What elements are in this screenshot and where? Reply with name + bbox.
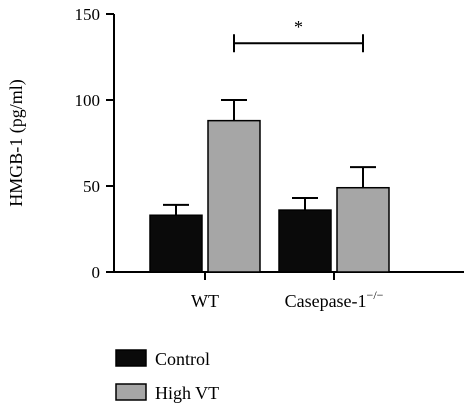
bar [278,209,332,273]
y-ticks [106,13,114,273]
bar [207,119,261,273]
y-axis-label: HMGB-1 (pg/ml) [6,79,27,207]
category-label-main: WT [191,291,219,311]
y-tick-label: 150 [75,5,101,24]
category-label-superscript: −/− [367,288,384,302]
y-tick-label: 0 [92,263,101,282]
legend-swatch [115,349,147,367]
bars [149,119,390,273]
significance-label: * [294,17,303,37]
y-tick-labels: 0 50 100 150 [75,5,101,282]
bar [149,214,203,273]
significance-bracket: * [233,17,364,53]
y-tick-label: 100 [75,91,101,110]
error-bars [163,99,376,216]
bar [336,186,390,273]
y-tick-label: 50 [83,177,100,196]
x-ticks [204,272,335,280]
category-label: Casepase-1−/− [285,288,384,311]
legend-label: Control [155,349,210,369]
legend: Control High VT [115,349,219,403]
category-labels: WT Casepase-1−/− [191,288,384,311]
category-label: WT [191,291,219,311]
legend-swatch [115,383,147,401]
legend-label: High VT [155,383,219,403]
category-label-main: Casepase-1 [285,291,367,311]
